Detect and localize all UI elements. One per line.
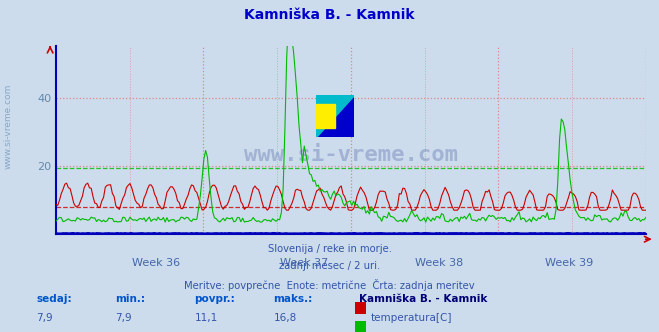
Text: min.:: min.: — [115, 294, 146, 304]
Text: zadnji mesec / 2 uri.: zadnji mesec / 2 uri. — [279, 261, 380, 271]
Text: 7,9: 7,9 — [115, 313, 132, 323]
Text: 11,1: 11,1 — [194, 313, 217, 323]
Text: Week 39: Week 39 — [545, 258, 593, 269]
Text: maks.:: maks.: — [273, 294, 313, 304]
Text: temperatura[C]: temperatura[C] — [370, 313, 452, 323]
Text: www.si-vreme.com: www.si-vreme.com — [244, 145, 458, 165]
Text: Kamniška B. - Kamnik: Kamniška B. - Kamnik — [359, 294, 488, 304]
Text: Week 37: Week 37 — [279, 258, 328, 269]
Text: Slovenija / reke in morje.: Slovenija / reke in morje. — [268, 244, 391, 254]
Text: sedaj:: sedaj: — [36, 294, 72, 304]
Text: Kamniška B. - Kamnik: Kamniška B. - Kamnik — [244, 8, 415, 22]
Text: Meritve: povprečne  Enote: metrične  Črta: zadnja meritev: Meritve: povprečne Enote: metrične Črta:… — [184, 279, 475, 290]
Text: Week 38: Week 38 — [415, 258, 463, 269]
Text: www.si-vreme.com: www.si-vreme.com — [3, 83, 13, 169]
Polygon shape — [316, 95, 354, 136]
Text: 16,8: 16,8 — [273, 313, 297, 323]
Polygon shape — [316, 95, 354, 136]
Text: Week 36: Week 36 — [132, 258, 181, 269]
Text: 7,9: 7,9 — [36, 313, 53, 323]
Text: povpr.:: povpr.: — [194, 294, 235, 304]
Bar — [316, 104, 335, 128]
